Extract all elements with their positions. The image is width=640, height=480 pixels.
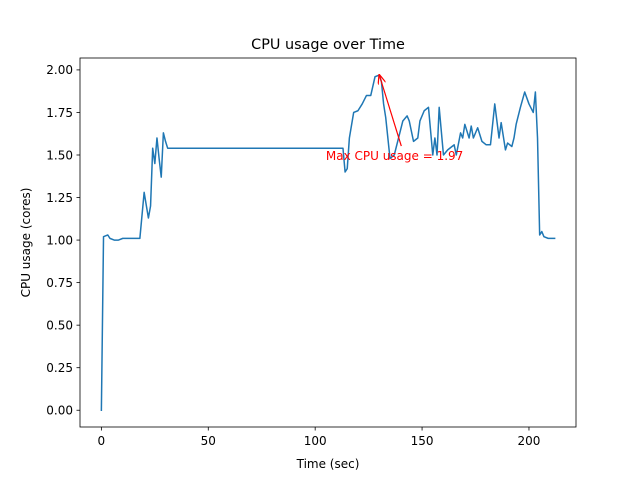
x-tick-label: 100 xyxy=(304,434,327,448)
y-tick-label: 1.75 xyxy=(46,106,73,120)
x-tick-label: 150 xyxy=(411,434,434,448)
y-tick-label: 1.00 xyxy=(46,233,73,247)
series-line-cpu-usage xyxy=(100,74,556,411)
y-tick-label: 2.00 xyxy=(46,63,73,77)
x-tick-label: 200 xyxy=(518,434,541,448)
y-tick-label: 0.50 xyxy=(46,318,73,332)
y-tick-label: 1.50 xyxy=(46,148,73,162)
y-tick-label: 1.25 xyxy=(46,191,73,205)
axes-frame xyxy=(79,57,577,428)
axis-ticks: 0 50 100 150 200 0.00 0.25 0.50 0.75 1.00 1.25 1.50… xyxy=(46,63,540,448)
annotation-arrow xyxy=(379,75,402,147)
y-tick-label: 0.75 xyxy=(46,276,73,290)
chart-title: CPU usage over Time xyxy=(251,37,405,53)
x-axis-label: Time (sec) xyxy=(296,457,360,471)
annotation-max-cpu: Max CPU usage = 1.97 xyxy=(326,149,463,163)
x-tick-label: 50 xyxy=(201,434,216,448)
y-tick-label: 0.00 xyxy=(46,404,73,418)
y-tick-label: 0.25 xyxy=(46,361,73,375)
x-tick-label: 0 xyxy=(98,434,106,448)
y-axis-label: CPU usage (cores) xyxy=(19,188,33,298)
